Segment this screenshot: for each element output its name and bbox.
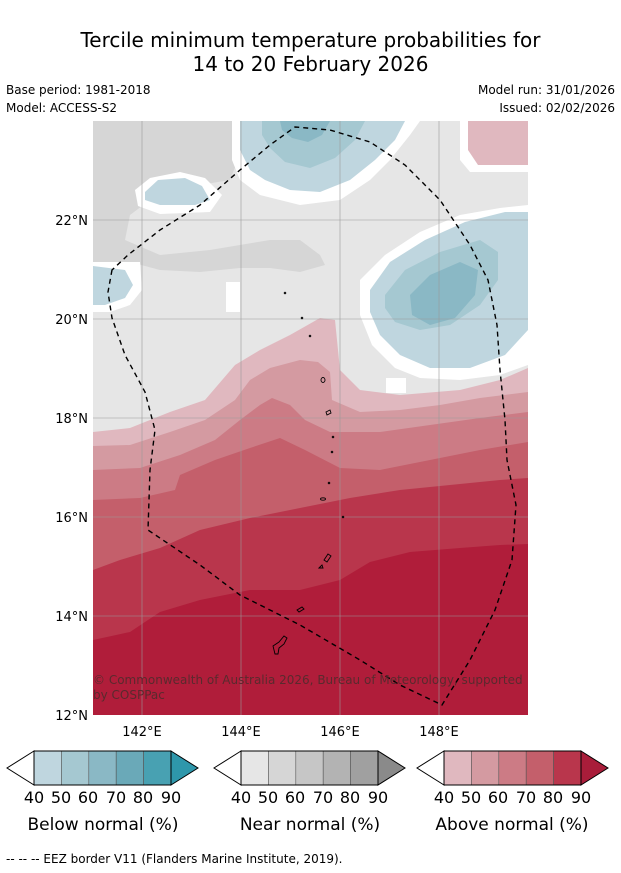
lon-label: 148°E	[419, 725, 459, 740]
below-normal-island-40	[145, 178, 210, 205]
colorbar-cell	[268, 750, 297, 786]
lon-label: 146°E	[320, 725, 360, 740]
colorbar-cell	[88, 750, 117, 786]
eez-border	[107, 126, 517, 706]
title-line-2: 14 to 20 February 2026	[192, 52, 429, 76]
meta-left: Base period: 1981-2018 Model: ACCESS-S2	[6, 81, 151, 117]
lat-label: 22°N	[55, 214, 88, 229]
colorbar-cell	[33, 750, 62, 786]
colorbar-tick: 60	[488, 788, 508, 807]
title-line-1: Tercile minimum temperature probabilitie…	[80, 28, 541, 52]
lat-label: 18°N	[55, 412, 88, 427]
colorbar-cell	[443, 750, 472, 786]
colorbar-arrow-right	[580, 750, 609, 786]
colorbar-arrow-right	[377, 750, 406, 786]
model-run: Model run: 31/01/2026	[477, 83, 615, 97]
colorbar-tick: 70	[516, 788, 536, 807]
islands	[272, 291, 345, 655]
probability-map	[93, 121, 528, 715]
colorbar-tick: 90	[368, 788, 388, 807]
colorbar-tick: 50	[51, 788, 71, 807]
colorbar-title: Near normal (%)	[240, 815, 380, 835]
colorbar-tick: 40	[434, 788, 454, 807]
neutral-gap-small	[226, 282, 240, 312]
copyright-line-2: by COSPPac	[93, 688, 165, 702]
colorbar-cell	[295, 750, 324, 786]
eez-footnote: -- -- -- EEZ border V11 (Flanders Marine…	[6, 852, 343, 866]
gridlines	[93, 121, 528, 715]
colorbar-cell	[143, 750, 172, 786]
longitude-labels: 142°E 144°E 146°E 148°E	[122, 725, 459, 740]
model-name: Model: ACCESS-S2	[6, 101, 118, 115]
colorbar-title: Below normal (%)	[28, 815, 179, 835]
colorbar-tick: 80	[340, 788, 360, 807]
lat-label: 20°N	[55, 313, 88, 328]
colorbar-below-normal: 40 50 60 70 80 90 Below normal (%)	[6, 750, 199, 835]
near-normal-50-region	[93, 121, 325, 272]
colorbar-arrow-left	[6, 750, 35, 786]
colorbar-tick: 50	[461, 788, 481, 807]
colorbar-above-normal: 40 50 60 70 80 90 Above normal (%)	[416, 750, 609, 835]
neutral-gap-small-2	[386, 378, 406, 393]
below-normal-left-40	[93, 266, 133, 305]
above-normal-90	[93, 544, 528, 715]
lon-label: 144°E	[221, 725, 261, 740]
colorbar-cell	[61, 750, 90, 786]
colorbar-cell	[115, 750, 144, 786]
lat-label: 16°N	[55, 511, 88, 526]
below-normal-top-60	[280, 121, 330, 142]
issued-date: Issued: 02/02/2026	[499, 101, 615, 115]
colorbar-tick: 80	[543, 788, 563, 807]
latitude-labels: 22°N 20°N 18°N 16°N 14°N 12°N	[55, 214, 88, 724]
colorbar-tick: 90	[571, 788, 591, 807]
copyright-line-1: © Commonwealth of Australia 2026, Bureau…	[93, 673, 523, 687]
below-normal-right-60	[410, 262, 478, 325]
lat-label: 12°N	[55, 709, 88, 724]
map-title: Tercile minimum temperature probabilitie…	[0, 28, 621, 76]
colorbar-tick: 60	[78, 788, 98, 807]
colorbar-cell	[553, 750, 582, 786]
colorbar-tick: 90	[161, 788, 181, 807]
colorbar-cell	[322, 750, 351, 786]
colorbar-tick: 50	[258, 788, 278, 807]
colorbar-cell	[471, 750, 500, 786]
colorbar-arrow-left	[416, 750, 445, 786]
meta-right: Model run: 31/01/2026 Issued: 02/02/2026	[478, 81, 615, 117]
colorbar-title: Above normal (%)	[435, 815, 588, 835]
colorbar-cell	[240, 750, 269, 786]
colorbar-tick: 70	[106, 788, 126, 807]
colorbar-tick: 40	[24, 788, 44, 807]
above-normal-topright-40	[468, 121, 528, 165]
colorbar-cell	[498, 750, 527, 786]
colorbar-tick: 80	[133, 788, 153, 807]
colorbar-tick: 40	[231, 788, 251, 807]
colorbar-arrow-right	[170, 750, 199, 786]
colorbar-tick: 60	[285, 788, 305, 807]
colorbar-cell	[350, 750, 379, 786]
colorbar-arrow-left	[213, 750, 242, 786]
colorbar-cell	[525, 750, 554, 786]
colorbar-near-normal: 40 50 60 70 80 90 Near normal (%)	[213, 750, 406, 835]
colorbar-tick: 70	[313, 788, 333, 807]
base-period: Base period: 1981-2018	[6, 83, 151, 97]
lat-label: 14°N	[55, 610, 88, 625]
lon-label: 142°E	[122, 725, 162, 740]
